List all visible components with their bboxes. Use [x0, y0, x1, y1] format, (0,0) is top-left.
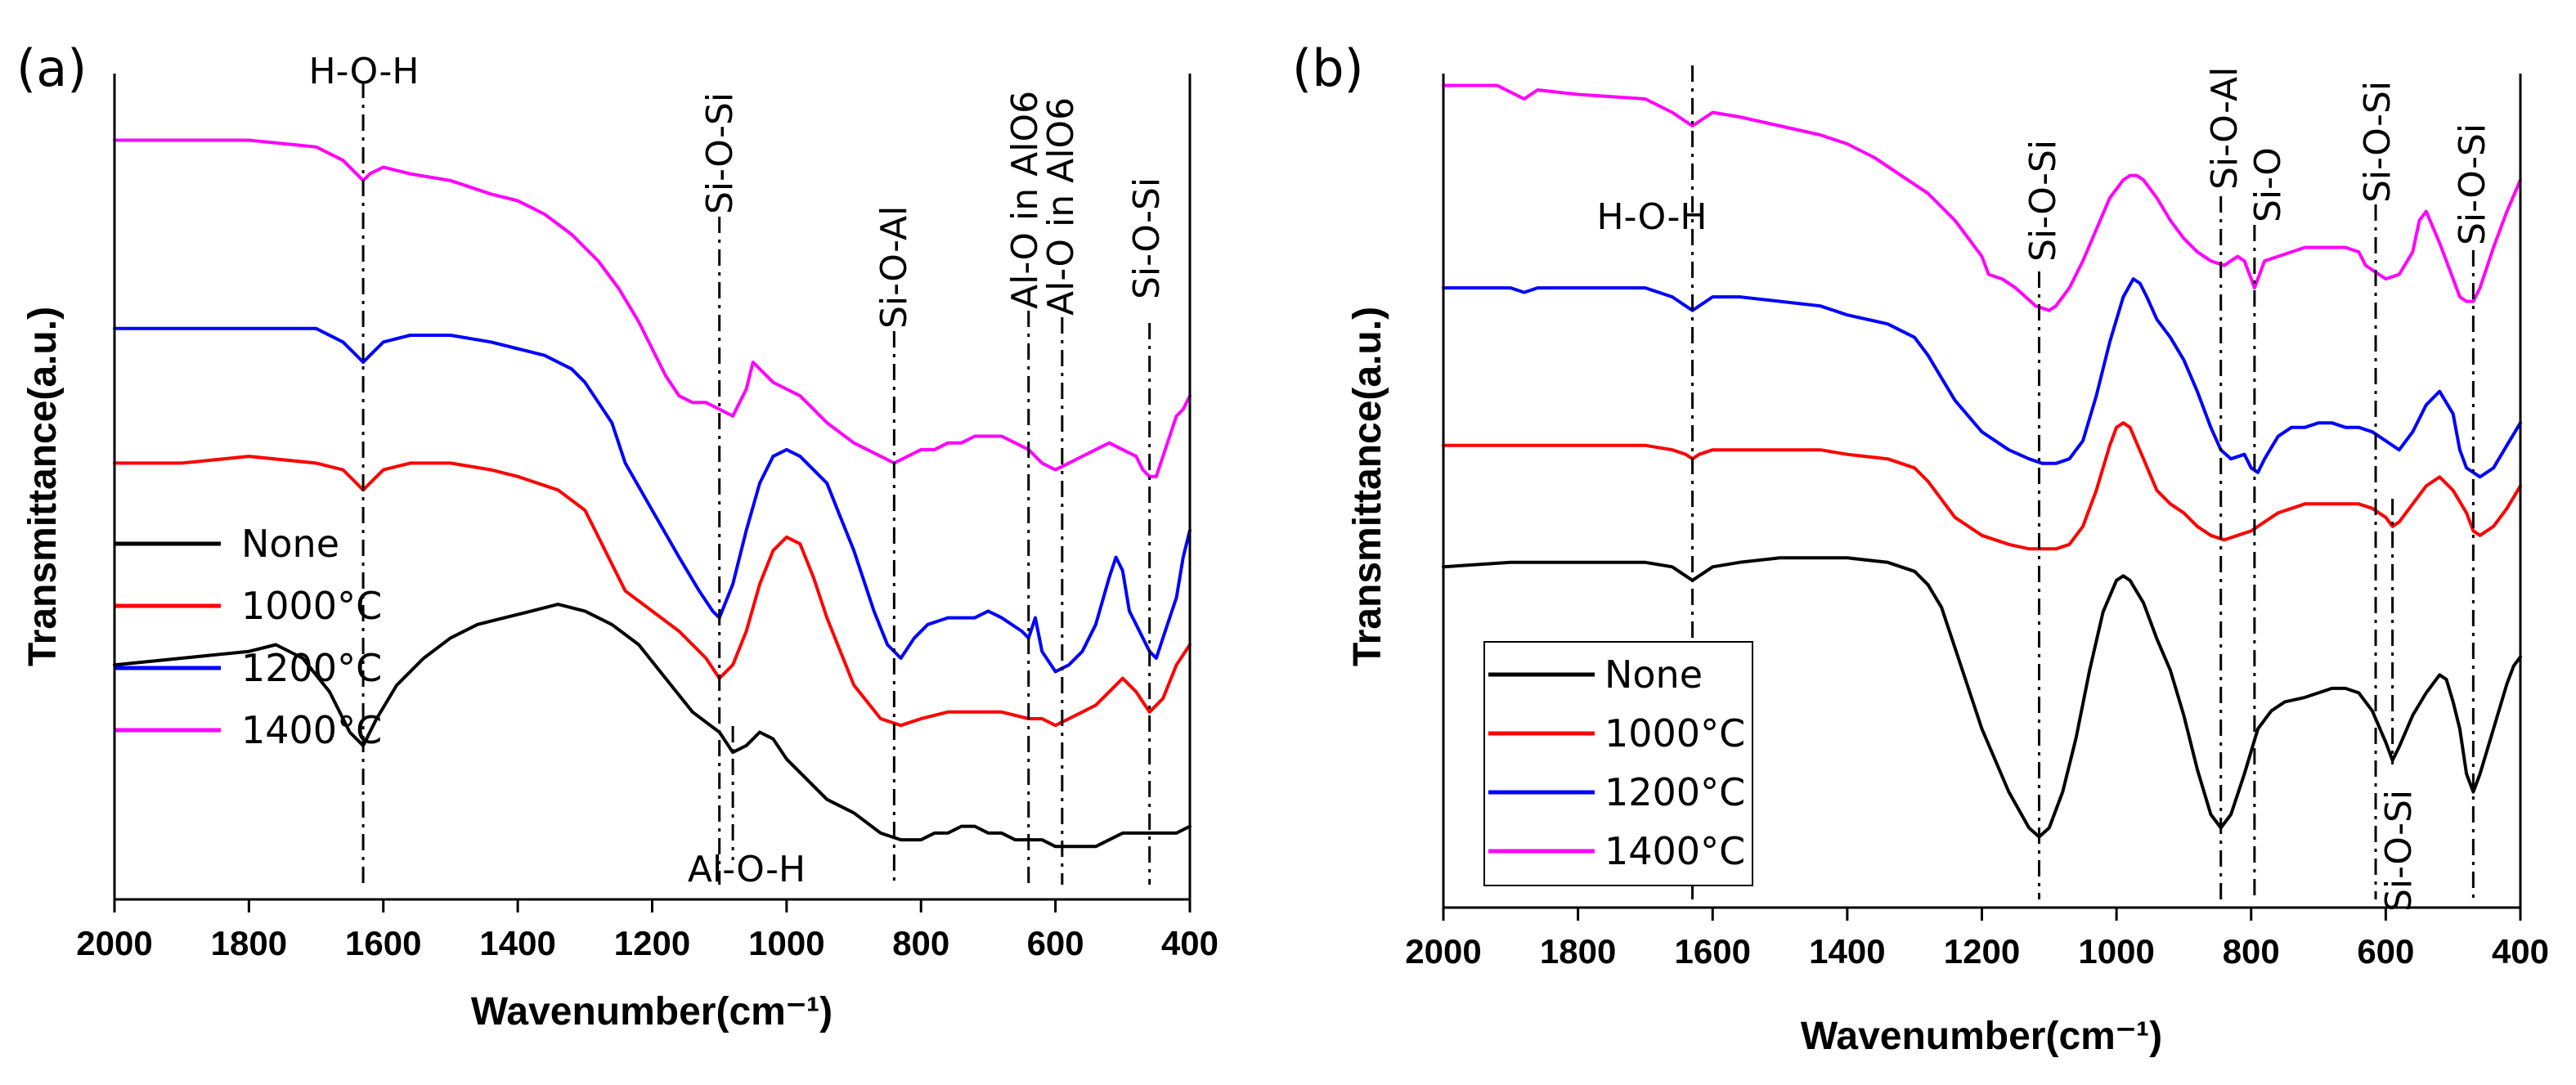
panel-a-y-axis-label: Transmittance(a.u.) — [21, 307, 65, 666]
annotation-label-si-o-al: Si-O-Al — [873, 206, 915, 329]
x-tick-label-800: 800 — [2223, 932, 2280, 971]
x-tick-label-600: 600 — [2357, 932, 2414, 971]
x-tick-label-1000: 1000 — [748, 924, 824, 962]
panel-a-label: (a) — [16, 38, 87, 98]
legend-label-none: None — [1604, 652, 1703, 697]
x-tick-label-1200: 1200 — [614, 924, 690, 962]
x-tick-label-2000: 2000 — [1405, 932, 1481, 971]
panel-b-x-axis-label: Wavenumber(cm⁻¹) — [1801, 1015, 2162, 1058]
x-tick-label-400: 400 — [1161, 924, 1218, 962]
annotation-label-al-o-in-alo6: Al-O in AlO6 — [1004, 91, 1046, 309]
series-line-1400c — [113, 138, 1192, 478]
panel-b-legend: None 1000°C 1200°C 1400°C — [1483, 641, 1753, 886]
annotation-label-si-o-si-2: Si-O-Si — [1126, 177, 1168, 299]
panel-b-series — [1442, 83, 2522, 839]
x-tick-label-1600: 1600 — [345, 924, 421, 962]
annotation-label-si-o: Si-O — [2247, 147, 2289, 222]
series-line-1000c — [1442, 421, 2522, 551]
panel-a-x-axis-label: Wavenumber(cm⁻¹) — [471, 990, 832, 1033]
x-tick-label-1800: 1800 — [211, 924, 287, 962]
annotation-label-si-o-si-3: Si-O-Si — [2452, 123, 2493, 245]
annotation-label-si-o-si-2: Si-O-Si — [2357, 81, 2399, 203]
x-tick-label-600: 600 — [1027, 924, 1084, 962]
legend-label-none: None — [241, 522, 339, 566]
panel-b-x-ticks: 2000 1800 1600 1400 1200 1000 800 600 40… — [1405, 908, 2549, 971]
legend-label-1000c: 1000°C — [241, 584, 382, 628]
annotation-label-si-o-si-4: Si-O-Si — [2378, 790, 2420, 912]
annotation-label-h-o-h: H-O-H — [1596, 196, 1707, 238]
x-tick-label-1200: 1200 — [1944, 932, 2020, 971]
series-line-none — [1442, 556, 2522, 839]
annotation-label-si-o-al: Si-O-Al — [2204, 67, 2246, 190]
legend-label-1200c: 1200°C — [1604, 770, 1745, 814]
legend-label-1400c: 1400°C — [1604, 829, 1745, 873]
panel-b-legend-box — [1483, 641, 1753, 886]
series-line-1000c — [113, 455, 1192, 728]
x-tick-label-1800: 1800 — [1540, 932, 1616, 971]
annotation-label-si-o-si: Si-O-Si — [699, 92, 741, 214]
legend-label-1000c: 1000°C — [1604, 711, 1745, 755]
x-tick-label-1400: 1400 — [479, 924, 555, 962]
series-line-none — [113, 603, 1192, 849]
legend-label-1200c: 1200°C — [241, 646, 382, 690]
panel-b-label: (b) — [1292, 38, 1364, 98]
panel-a-x-ticks: 2000 1800 1600 1400 1200 1000 800 600 40… — [76, 899, 1218, 962]
panel-b-y-axis-label: Transmittance(a.u.) — [1346, 307, 1389, 666]
panel-a-series — [113, 138, 1192, 849]
annotation-label-si-o-si: Si-O-Si — [2022, 140, 2064, 262]
annotation-label-al-o-in-alo6-2: Al-O in AlO6 — [1040, 97, 1082, 316]
x-tick-label-2000: 2000 — [76, 924, 152, 962]
panel-a-legend: None 1000°C 1200°C 1400°C — [114, 522, 382, 752]
series-line-1200c — [1442, 277, 2522, 479]
panel-a: (a) H-O-H Si-O-Si Si-O-Al Al-O in AlO6 A… — [16, 38, 1218, 1033]
x-tick-label-1600: 1600 — [1675, 932, 1751, 971]
panel-b: (b) H-O-H Si-O-Si Si-O-Al Si-O Si-O-Si S… — [1292, 38, 2549, 1058]
annotation-label-al-o-h: Al-O-H — [688, 849, 806, 890]
x-tick-label-400: 400 — [2492, 932, 2549, 971]
series-line-1400c — [1442, 83, 2522, 312]
x-tick-label-1400: 1400 — [1809, 932, 1885, 971]
x-tick-label-800: 800 — [892, 924, 949, 962]
annotation-label-h-o-h: H-O-H — [308, 51, 419, 92]
series-line-1200c — [113, 326, 1192, 674]
x-tick-label-1000: 1000 — [2078, 932, 2154, 971]
panel-a-annotations: H-O-H Si-O-Si Si-O-Al Al-O in AlO6 Al-O … — [308, 51, 1168, 890]
legend-label-1400c: 1400°C — [241, 708, 382, 752]
